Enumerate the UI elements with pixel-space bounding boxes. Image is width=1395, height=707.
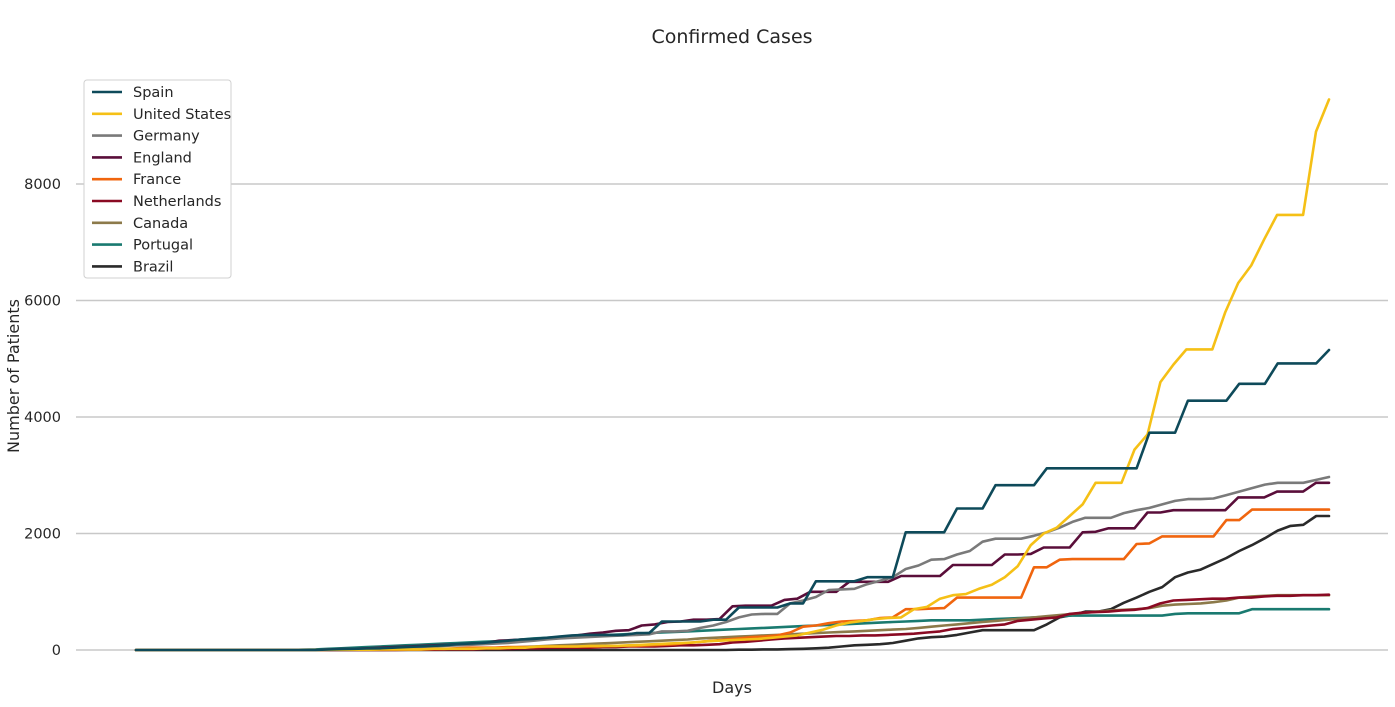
y-tick-label: 0 bbox=[52, 643, 61, 659]
y-axis-label: Number of Patients bbox=[4, 299, 23, 453]
legend-label: Spain bbox=[133, 85, 174, 101]
series-lines bbox=[134, 98, 1331, 652]
chart-title: Confirmed Cases bbox=[651, 26, 812, 48]
x-axis-label: Days bbox=[712, 678, 752, 697]
legend-label: Brazil bbox=[133, 259, 173, 275]
legend-label: Netherlands bbox=[133, 194, 221, 210]
legend-label: Germany bbox=[133, 129, 200, 145]
series-line-netherlands bbox=[134, 593, 1331, 652]
y-tick-labels: 0 2000 4000 6000 8000 bbox=[24, 177, 61, 659]
y-tick-label: 8000 bbox=[24, 177, 61, 193]
legend-label: France bbox=[133, 172, 181, 188]
legend-box bbox=[83, 79, 232, 279]
legend-label: United States bbox=[133, 107, 231, 123]
legend-label: Canada bbox=[133, 216, 188, 232]
y-tick-label: 2000 bbox=[24, 527, 61, 543]
grid-lines bbox=[76, 183, 1388, 651]
y-tick-label: 4000 bbox=[24, 410, 61, 426]
series-line-united-states bbox=[134, 98, 1331, 652]
legend-label: England bbox=[133, 150, 192, 166]
series-line-spain bbox=[134, 348, 1331, 652]
series-line-germany bbox=[134, 475, 1331, 652]
legend: Spain United States Germany England France Ne… bbox=[83, 79, 232, 279]
y-tick-label: 6000 bbox=[24, 294, 61, 310]
legend-label: Portugal bbox=[133, 238, 193, 254]
